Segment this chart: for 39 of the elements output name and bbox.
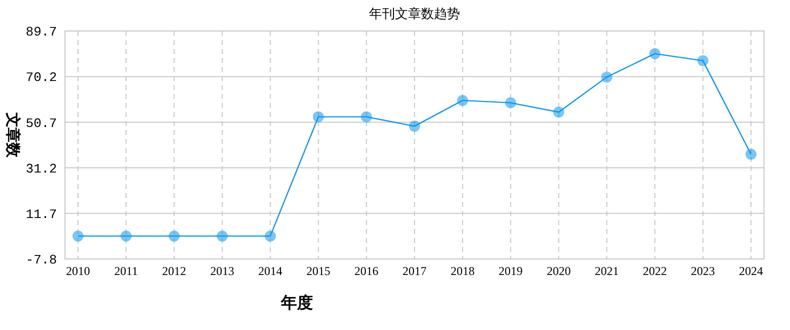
y-tick-label: 31.2 bbox=[26, 161, 57, 176]
point bbox=[409, 120, 420, 132]
y-tick-label: 50.7 bbox=[26, 116, 57, 131]
point bbox=[120, 230, 132, 242]
x-tick-label: 2011 bbox=[114, 264, 138, 278]
point bbox=[168, 230, 180, 242]
point bbox=[746, 148, 756, 160]
x-tick-label: 2014 bbox=[258, 264, 282, 278]
x-tick-label: 2018 bbox=[450, 264, 475, 278]
y-tick-label: 11.7 bbox=[26, 206, 57, 222]
y-axis-title: 文章数 bbox=[4, 112, 22, 158]
x-tick-label: 2010 bbox=[66, 264, 90, 278]
x-tick-label: 2020 bbox=[546, 264, 571, 278]
point bbox=[697, 55, 708, 66]
x-tick-label: 2024 bbox=[739, 264, 763, 278]
point bbox=[72, 230, 84, 242]
y-tick-label: 70.2 bbox=[26, 70, 57, 86]
point bbox=[312, 111, 324, 122]
x-tick-label: 2015 bbox=[306, 264, 330, 278]
point bbox=[457, 94, 468, 106]
x-tick-label: 2022 bbox=[642, 264, 667, 278]
point bbox=[360, 111, 372, 122]
point bbox=[553, 106, 564, 118]
x-tick-label: 2012 bbox=[162, 264, 186, 278]
y-tick-label: 89.7 bbox=[26, 24, 57, 40]
point bbox=[264, 230, 276, 242]
point bbox=[601, 72, 612, 83]
x-tick-label: 2021 bbox=[594, 264, 619, 278]
x-tick-label: 2023 bbox=[690, 264, 715, 278]
x-tick-label: 2017 bbox=[402, 264, 426, 278]
chart-title: 年刊文章数趋势 bbox=[369, 6, 460, 21]
point bbox=[505, 97, 516, 108]
point bbox=[216, 230, 228, 242]
point bbox=[649, 48, 660, 60]
x-tick-label: 2013 bbox=[210, 264, 234, 278]
x-tick-label: 2019 bbox=[498, 264, 523, 278]
x-tick-label: 2016 bbox=[354, 264, 378, 278]
y-tick-label: -7.8 bbox=[26, 252, 57, 268]
x-axis-title: 年度 bbox=[280, 293, 313, 312]
